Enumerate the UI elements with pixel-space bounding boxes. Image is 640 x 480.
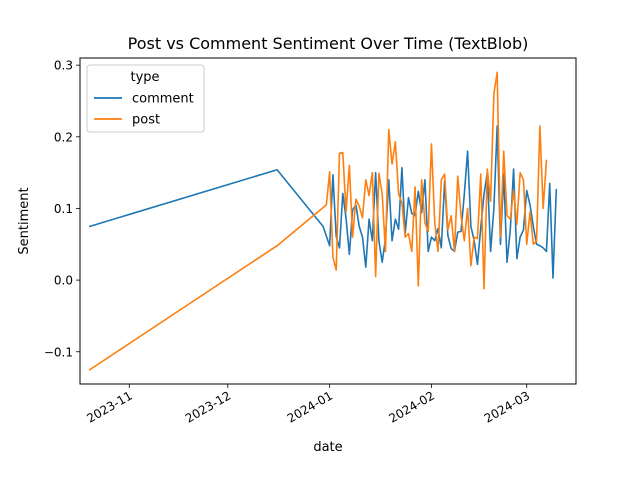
x-axis-label: date: [313, 440, 342, 455]
legend-label-comment: comment: [132, 92, 194, 107]
y-tick-label: −0.1: [44, 345, 73, 359]
legend-label-post: post: [132, 113, 160, 128]
plot-frame: [79, 57, 577, 385]
plot-area: [88, 71, 558, 371]
y-axis-label: Sentiment: [17, 187, 32, 254]
legend: type comment post: [86, 64, 205, 133]
y-axis-ticks: −0.1 0.0 0.1 0.2 0.3: [44, 59, 80, 359]
y-tick-label: 0.0: [54, 274, 73, 288]
y-tick-label: 0.3: [54, 59, 73, 73]
legend-title: type: [130, 70, 159, 85]
legend-box: [86, 64, 205, 133]
y-tick-label: 0.2: [54, 130, 73, 144]
y-tick-label: 0.1: [54, 202, 73, 216]
series-line-comment: [88, 125, 558, 279]
series-line-post: [88, 71, 548, 371]
chart-title: Post vs Comment Sentiment Over Time (Tex…: [128, 34, 529, 53]
